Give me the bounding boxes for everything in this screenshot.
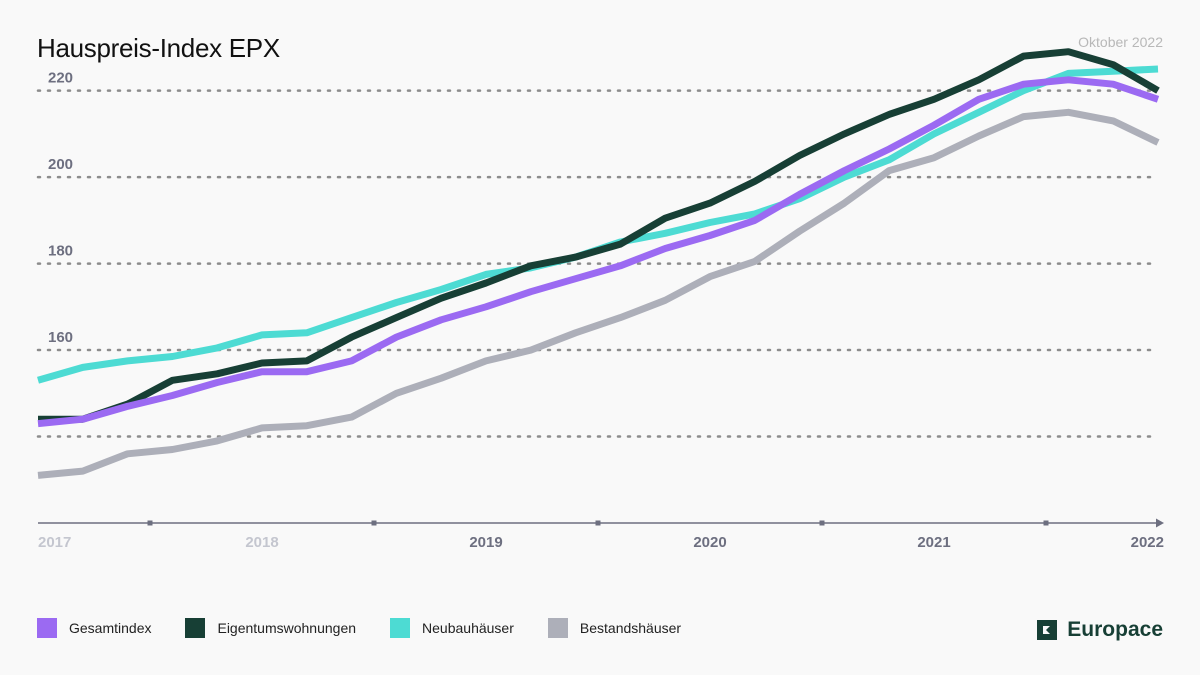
- x-axis-tick-mark: [1043, 520, 1049, 526]
- series-line: [37, 65, 1159, 384]
- x-tick-label: 2021: [917, 534, 950, 551]
- legend-item-eigentumswohnungen: Eigentumswohnungen: [185, 618, 356, 638]
- legend-item-neubauhaeuser: Neubauhäuser: [390, 618, 514, 638]
- legend-item-gesamtindex: Gesamtindex: [37, 618, 151, 638]
- series-lines: [37, 48, 1160, 479]
- europace-logo-icon: [1037, 620, 1058, 640]
- x-tick-label: 2018: [245, 534, 278, 551]
- series-line: [37, 108, 1160, 479]
- legend-item-bestandshaeuser: Bestandshäuser: [547, 618, 682, 638]
- legend-label: Bestandshäuser: [579, 620, 682, 636]
- y-tick-label: 220: [48, 70, 73, 87]
- brand-name: Europace: [1067, 618, 1163, 641]
- series-line: [38, 48, 1160, 423]
- legend-swatch: [185, 618, 206, 638]
- x-tick-label: 2022: [1131, 534, 1164, 551]
- y-tick-label: 160: [48, 329, 73, 346]
- chart-title: Hauspreis-Index EPX: [37, 33, 280, 63]
- legend-swatch: [547, 618, 568, 638]
- x-tick-label: 2020: [693, 534, 726, 551]
- x-axis-tick-mark: [819, 520, 825, 526]
- x-axis-arrow: [1156, 518, 1164, 528]
- y-tick-label: 200: [48, 156, 73, 173]
- legend-label: Eigentumswohnungen: [217, 620, 357, 636]
- series-line: [37, 76, 1160, 428]
- legend-label: Neubauhäuser: [422, 620, 514, 636]
- brand-logo: Europace: [1037, 618, 1163, 642]
- legend-swatch: [37, 618, 57, 638]
- legend-label: Gesamtindex: [69, 620, 152, 636]
- y-tick-labels: 160 180 200 220: [48, 70, 73, 346]
- x-axis-tick-mark: [147, 520, 153, 526]
- x-axis-tick-mark: [595, 520, 601, 526]
- chart-legend: Gesamtindex Eigentumswohnungen Neubauhäu…: [37, 618, 715, 638]
- y-tick-label: 180: [48, 243, 73, 260]
- x-axis: [38, 518, 1164, 528]
- grid-lines: [36, 89, 1160, 438]
- x-tick-labels: 2017 2018 2019 2020 2021 2022: [38, 534, 1164, 551]
- legend-swatch: [390, 618, 411, 638]
- x-tick-label: 2017: [38, 534, 71, 551]
- x-tick-label: 2019: [469, 534, 502, 551]
- line-chart: 160 180 200 220 2017 2018 2019 2020 2021 2022: [36, 48, 1164, 551]
- date-label: Oktober 2022: [1078, 34, 1163, 50]
- x-axis-tick-mark: [371, 520, 377, 526]
